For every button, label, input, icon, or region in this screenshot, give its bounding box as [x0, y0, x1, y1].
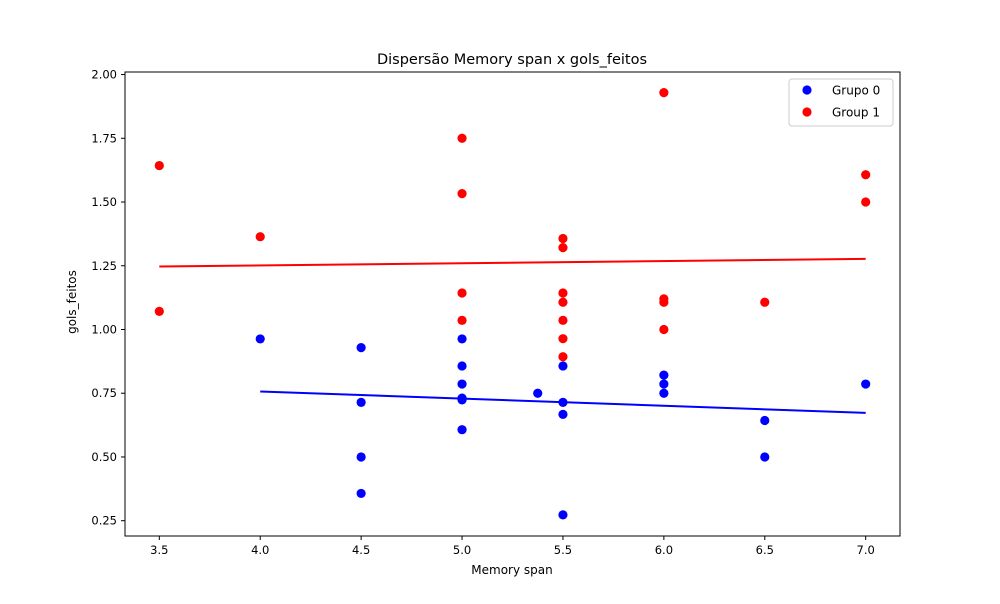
- data-point-series-0: [457, 395, 467, 405]
- data-point-series-0: [255, 334, 265, 344]
- data-point-series-0: [760, 452, 770, 462]
- data-point-series-0: [457, 361, 467, 371]
- data-point-series-1: [659, 88, 669, 98]
- data-point-series-1: [861, 197, 871, 207]
- data-point-series-0: [533, 388, 543, 398]
- data-point-series-0: [356, 342, 366, 353]
- data-point-series-0: [457, 334, 467, 344]
- data-point-series-0: [558, 397, 568, 408]
- plot-frame: [124, 71, 901, 537]
- data-point-series-0: [356, 397, 366, 408]
- x-tick-label: 5.0: [453, 543, 471, 557]
- data-point-series-1: [558, 352, 568, 362]
- chart-title: Dispersão Memory span x gols_feitos: [377, 52, 647, 68]
- x-tick-label: 6.5: [756, 543, 774, 557]
- y-tick-label: 1.00: [91, 322, 117, 336]
- data-point-series-1: [558, 243, 568, 253]
- x-tick-label: 4.5: [352, 543, 370, 557]
- data-point-series-1: [861, 170, 871, 180]
- data-point-series-0: [457, 425, 467, 435]
- y-tick-label: 1.75: [91, 131, 117, 145]
- y-tick-label: 1.50: [91, 195, 117, 209]
- y-tick-label: 1.25: [91, 259, 117, 273]
- data-point-series-0: [659, 379, 669, 389]
- data-point-series-0: [760, 415, 770, 426]
- data-point-series-1: [558, 334, 568, 344]
- data-point-series-1: [760, 297, 770, 307]
- data-point-series-0: [457, 379, 467, 389]
- data-point-series-1: [457, 189, 467, 199]
- data-point-series-1: [457, 288, 467, 298]
- data-point-series-1: [558, 288, 568, 298]
- legend-box: [788, 78, 894, 127]
- trend-line-series-1: [159, 257, 866, 268]
- legend-label-series-1: Group 1: [832, 106, 880, 120]
- legend-label-series-0: Grupo 0: [832, 84, 880, 98]
- plot-area: 3.5 4.0 4.5 5.0 5.5 6.0 6.5 7.0 0.25 0.50 0.75 1.00…: [91, 68, 901, 557]
- data-point-series-0: [356, 452, 366, 462]
- data-point-series-0: [356, 488, 366, 499]
- y-axis-label: gols_feitos: [65, 270, 79, 334]
- data-point-series-1: [457, 315, 467, 325]
- data-point-series-0: [558, 409, 568, 419]
- x-tick-label: 4.0: [251, 543, 269, 557]
- x-tick-label: 6.0: [655, 543, 673, 557]
- data-point-series-0: [659, 388, 669, 398]
- data-point-series-0: [861, 379, 871, 389]
- data-point-series-0: [558, 510, 568, 520]
- legend: Grupo 0 Group 1: [788, 78, 894, 127]
- data-point-series-1: [659, 297, 669, 307]
- x-tick-label: 5.5: [554, 543, 572, 557]
- y-tick-label: 0.50: [91, 450, 117, 464]
- legend-marker-series-0: [802, 85, 812, 95]
- x-tick-label: 7.0: [857, 543, 875, 557]
- x-axis-label: Memory span: [471, 563, 552, 577]
- data-point-series-1: [255, 232, 265, 242]
- legend-marker-series-1: [802, 107, 812, 117]
- data-point-series-1: [558, 315, 568, 325]
- data-point-series-1: [154, 306, 164, 316]
- y-tick-label: 0.25: [91, 514, 117, 528]
- y-tick-label: 2.00: [91, 68, 117, 82]
- data-point-series-1: [558, 297, 568, 307]
- data-point-series-1: [659, 324, 669, 335]
- data-point-series-1: [558, 233, 568, 244]
- data-point-series-1: [154, 160, 164, 171]
- x-tick-label: 3.5: [150, 543, 168, 557]
- data-point-series-1: [457, 133, 467, 143]
- y-tick-label: 0.75: [91, 386, 117, 400]
- data-point-series-0: [659, 370, 669, 380]
- data-point-series-0: [558, 361, 568, 371]
